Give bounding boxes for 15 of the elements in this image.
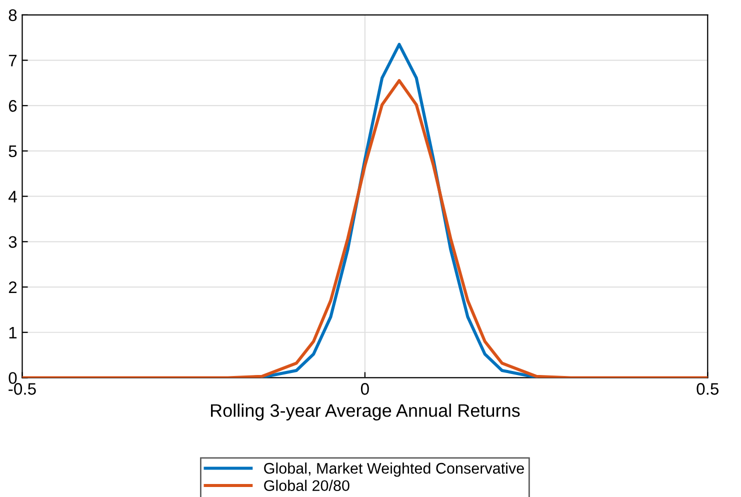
y-tick-label: 0 (8, 372, 17, 384)
y-tick-label: 2 (8, 281, 17, 294)
y-tick-label: 8 (8, 9, 17, 22)
y-tick-label: 6 (8, 100, 17, 112)
legend-label: Global, Market Weighted Conservative (264, 462, 524, 477)
x-axis-title: Rolling 3-year Average Annual Returns (211, 404, 520, 421)
y-tick-label: 3 (8, 236, 17, 248)
y-tick-label: 5 (8, 146, 17, 158)
y-tick-label: 1 (9, 326, 17, 338)
y-tick-label: 7 (8, 54, 17, 66)
x-tick-label: 0.5 (696, 383, 719, 395)
x-tick-label: 0 (360, 383, 369, 395)
x-tick-label: -0.5 (8, 383, 36, 395)
y-tick-label: 4 (8, 190, 17, 202)
legend-label: Global 20/80 (264, 480, 350, 492)
